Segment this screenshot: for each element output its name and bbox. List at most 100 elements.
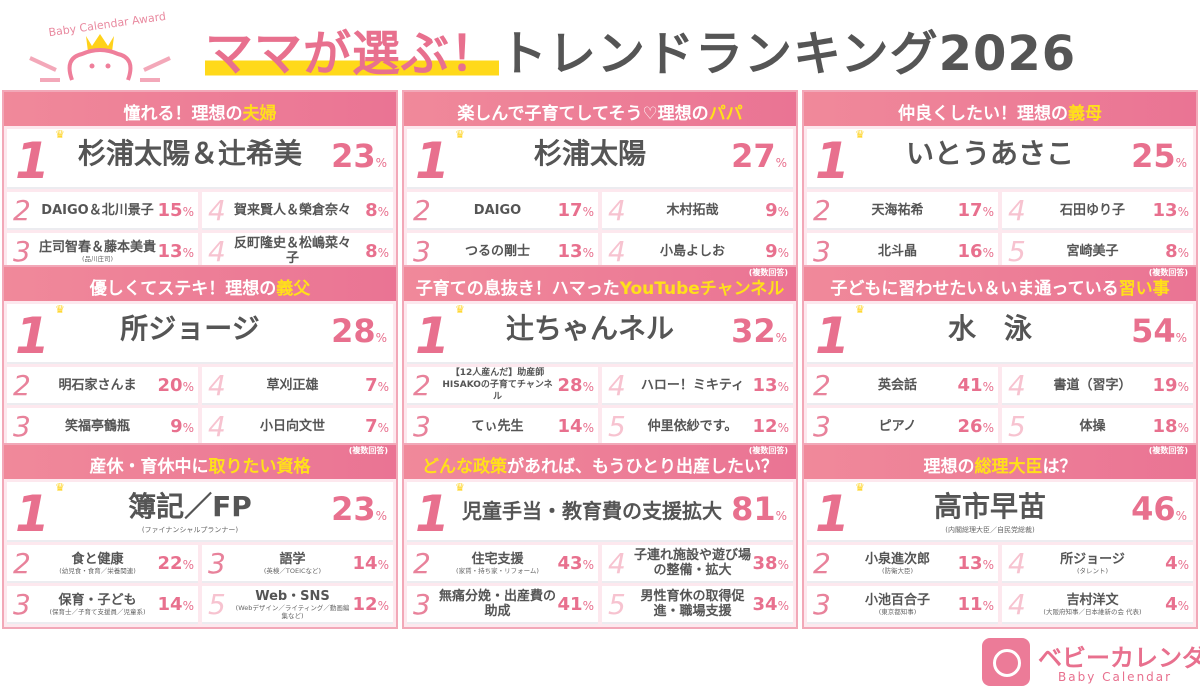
rank-number: 1	[415, 307, 450, 365]
percent-sign: %	[777, 558, 789, 572]
ranking-item: 4 石田ゆり子 13%	[1002, 192, 1193, 230]
percent-sign: %	[375, 509, 387, 523]
ranking-item-percent: 11%	[958, 594, 994, 615]
ranking-item-name: ハロー！ミキティ	[640, 377, 745, 393]
percent-value: 22	[157, 553, 183, 574]
percent-value: 34	[752, 594, 778, 615]
ranking-item-percent: 28%	[558, 375, 594, 396]
percent-value: 7	[365, 416, 378, 437]
rank-1-row: 1 ♛ 杉浦太陽 27%	[407, 129, 793, 189]
percent-value: 15	[157, 200, 183, 221]
percent-value: 14	[157, 594, 183, 615]
ranking-item-subtitle: (品川庄司)	[81, 254, 114, 263]
ranking-item-subtitle: (Webデザイン／ライティング／動画編集など)	[235, 603, 350, 620]
ranking-item: 3 つるの剛士 13%	[407, 233, 598, 271]
rank-number: 4	[1008, 194, 1026, 227]
ranking-item-subtitle: (防衛大臣)	[881, 566, 914, 575]
ranking-item: 3 小池百合子 (東京都知事) 11%	[807, 586, 998, 624]
percent-sign: %	[582, 421, 594, 435]
ranking-item-name: つるの剛士	[464, 243, 530, 259]
rank-1-subtitle: (内閣総理大臣／自民党総裁)	[945, 526, 1035, 534]
logo-en-text: Baby Calendar	[1058, 670, 1173, 684]
ranking-item-percent: 14%	[353, 553, 389, 574]
rank-1-row: 1 ♛ 杉浦太陽＆辻希美 23%	[7, 129, 393, 189]
ranking-item-percent: 9%	[765, 241, 789, 262]
percent-sign: %	[377, 421, 389, 435]
ranking-item-name-wrap: 宮崎美子	[1034, 233, 1151, 269]
percent-sign: %	[775, 156, 787, 170]
rank-number: 3	[813, 235, 831, 268]
panel-body: 1 ♛ 高市早苗 (内閣総理大臣／自民党総裁) 46% 2 小泉進次郎 (防衛大臣) 13% 3 小…	[804, 479, 1196, 627]
ranking-item-percent: 19%	[1153, 375, 1189, 396]
ranking-item-name-wrap: 小日向文世	[234, 408, 351, 444]
percent-sign: %	[377, 599, 389, 613]
rank-1-name: 簿記／FP	[128, 490, 252, 523]
crown-icon: ♛	[55, 128, 65, 141]
crown-icon: ♛	[855, 303, 865, 316]
ranking-item-name: 吉村洋文	[1066, 592, 1119, 608]
ranking-item-percent: 14%	[158, 594, 194, 615]
percent-value: 13	[1152, 200, 1178, 221]
ranking-grid: 2 英会話 41% 3 ピアノ 26% 4 書道（習字） 19% 5 体操 18%	[807, 367, 1193, 446]
ranking-item-name: 書道（習字）	[1053, 377, 1132, 393]
percent-sign: %	[582, 558, 594, 572]
ranking-item-name: 英会話	[877, 377, 917, 393]
multiple-answer-note: (複数回答)	[1148, 446, 1188, 455]
rank-1-name: 辻ちゃんネル	[505, 312, 674, 345]
rank-1-subtitle: (ファイナンシャルプランナー)	[141, 526, 239, 534]
ranking-item-name-wrap: 所ジョージ (タレント)	[1034, 545, 1151, 581]
rank-number: 2	[13, 369, 31, 402]
ranking-item-name: 天海祐希	[871, 202, 924, 218]
percent-sign: %	[982, 380, 994, 394]
panel-title: 楽しんで子育てしてそう♡理想のパパ	[404, 102, 796, 126]
rank-number: 3	[413, 588, 431, 621]
rank-number: 2	[413, 547, 431, 580]
ranking-item: 2 【12人産んだ】助産師HISAKOの子育てチャンネル 28%	[407, 367, 598, 405]
percent-value: 9	[765, 200, 778, 221]
ranking-item-name: 男性育休の取得促進・職場支援	[640, 589, 745, 619]
ranking-item-name: 北斗晶	[877, 243, 917, 259]
ranking-item-subtitle: (英検／TOEICなど)	[263, 566, 322, 575]
percent-sign: %	[582, 599, 594, 613]
ranking-item-percent: 7%	[365, 416, 389, 437]
percent-sign: %	[582, 246, 594, 260]
rank-1-row: 1 ♛ 簿記／FP (ファイナンシャルプランナー) 23%	[7, 482, 393, 542]
ranking-item-name: 木村拓哉	[666, 202, 719, 218]
ranking-item: 4 草刈正雄 7%	[202, 367, 393, 405]
ranking-item-name-wrap: 草刈正雄	[234, 367, 351, 403]
rank-number: 3	[13, 235, 31, 268]
percent-value: 7	[365, 375, 378, 396]
percent-value: 16	[957, 241, 983, 262]
ranking-item-percent: 16%	[958, 241, 994, 262]
ranking-item-name-wrap: ハロー！ミキティ	[634, 367, 751, 403]
ranking-item: 5 仲里依紗です。 12%	[602, 408, 793, 446]
rank-number: 1	[15, 485, 50, 543]
percent-sign: %	[1175, 331, 1187, 345]
ranking-item-name-wrap: 北斗晶	[839, 233, 956, 269]
ranking-item-name-wrap: 無痛分娩・出産費の助成	[439, 586, 556, 622]
percent-value: 4	[1165, 594, 1178, 615]
panel-title: 子どもに習わせたい＆いま通っている習い事	[804, 277, 1196, 301]
rank-1-percent: 27%	[731, 137, 787, 175]
ranking-item-subtitle: (家賃・持ち家・リフォーム)	[456, 566, 539, 575]
percent-sign: %	[182, 421, 194, 435]
crown-icon: ♛	[455, 303, 465, 316]
ranking-item-percent: 13%	[158, 241, 194, 262]
crown-icon: ♛	[855, 128, 865, 141]
percent-sign: %	[377, 205, 389, 219]
percent-value: 28	[331, 312, 376, 350]
ranking-item-name: 小泉進次郎	[864, 551, 930, 567]
ranking-panel: 産休・育休中に取りたい資格 (複数回答) 1 ♛ 簿記／FP (ファイナンシャルプランナー…	[2, 443, 398, 629]
percent-sign: %	[1177, 599, 1189, 613]
rank-number: 4	[1008, 547, 1026, 580]
percent-value: 25	[1131, 137, 1176, 175]
ranking-item-percent: 26%	[958, 416, 994, 437]
ranking-item: 3 てぃ先生 14%	[407, 408, 598, 446]
ranking-item-name-wrap: 反町隆史＆松嶋菜々子	[234, 233, 351, 269]
ranking-item-name-wrap: Web・SNS (Webデザイン／ライティング／動画編集など)	[234, 586, 351, 622]
ranking-grid: 2 小泉進次郎 (防衛大臣) 13% 3 小池百合子 (東京都知事) 11% 4 所ジョージ (タレ…	[807, 545, 1193, 624]
panel-header: 優しくてステキ！理想の義父	[4, 267, 396, 301]
rank-number: 5	[208, 588, 226, 621]
panel-title: 産休・育休中に取りたい資格	[4, 455, 396, 479]
percent-sign: %	[777, 205, 789, 219]
